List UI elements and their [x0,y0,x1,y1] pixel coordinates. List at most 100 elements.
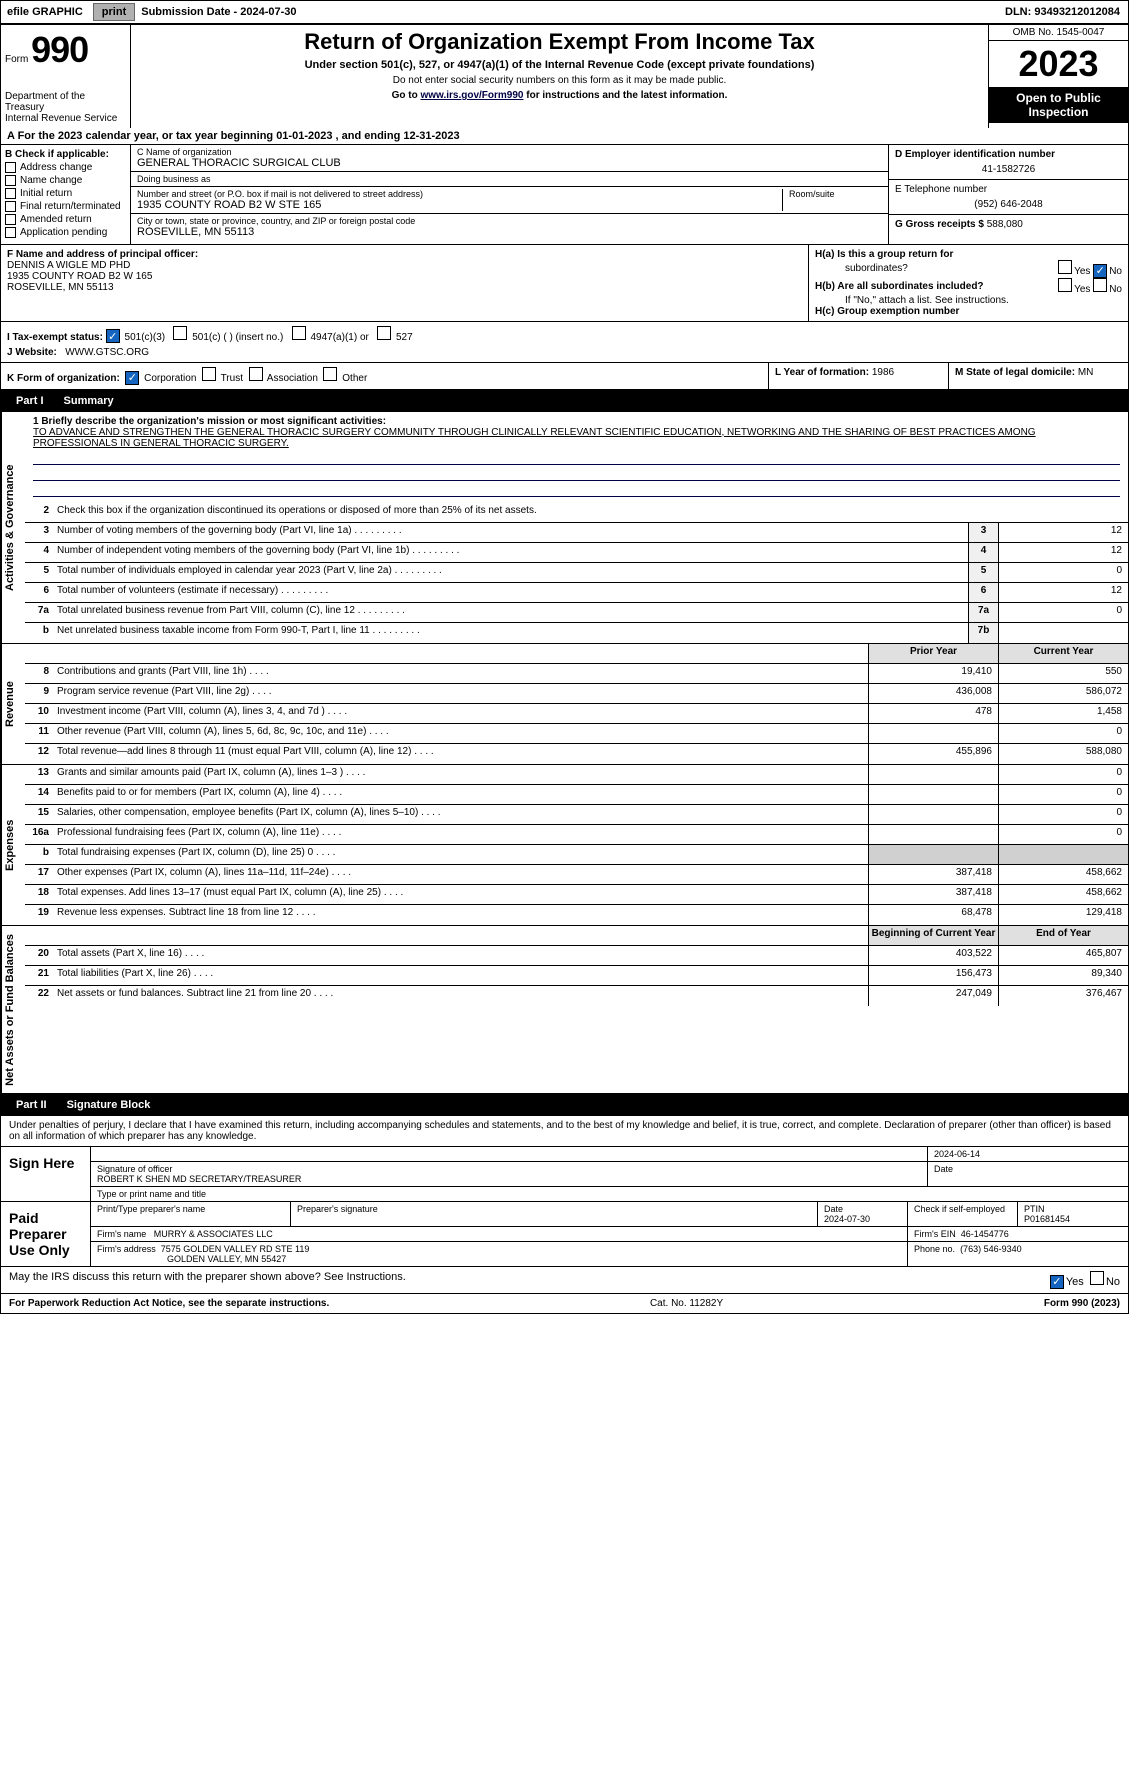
table-row: 4 Number of independent voting members o… [25,543,1128,563]
checkbox-icon[interactable] [1058,278,1072,292]
checkbox-icon[interactable] [249,367,263,381]
current-year-value: 129,418 [998,905,1128,925]
line2-text: Check this box if the organization disco… [53,503,1128,522]
line-num: 3 [25,523,53,542]
city-value: ROSEVILLE, MN 55113 [137,226,882,238]
prior-year-value [868,805,998,824]
table-row: 13 Grants and similar amounts paid (Part… [25,765,1128,785]
checkbox-icon[interactable] [1058,260,1072,274]
date-label: Date [928,1162,1128,1186]
checkbox-icon [5,227,16,238]
current-year-value: 458,662 [998,885,1128,904]
mission-block: 1 Briefly describe the organization's mi… [25,412,1128,503]
officer-addr: 1935 COUNTY ROAD B2 W 165 [7,271,802,282]
current-year-value: 0 [998,724,1128,743]
checkbox-icon[interactable] [292,326,306,340]
boxes-fh: F Name and address of principal officer:… [0,245,1129,322]
part2-header: Part II Signature Block [0,1094,1129,1116]
checkbox-icon[interactable] [1090,1271,1104,1285]
netassets-section: Net Assets or Fund Balances Beginning of… [0,926,1129,1095]
table-row: 9 Program service revenue (Part VIII, li… [25,684,1128,704]
line-text: Total fundraising expenses (Part IX, col… [53,845,868,864]
line-num: 6 [25,583,53,602]
line-num: 19 [25,905,53,925]
checkbox-icon[interactable] [173,326,187,340]
firm-addr: 7575 GOLDEN VALLEY RD STE 119 [161,1244,310,1254]
table-row: 3 Number of voting members of the govern… [25,523,1128,543]
ssn-note: Do not enter social security numbers on … [139,75,980,86]
line-num: b [25,845,53,864]
box-b-label: B Check if applicable: [5,149,126,160]
governance-section: Activities & Governance 1 Briefly descri… [0,412,1129,644]
line-text: Other expenses (Part IX, column (A), lin… [53,865,868,884]
line-num: 4 [25,543,53,562]
line-num: 10 [25,704,53,723]
addr-value: 1935 COUNTY ROAD B2 W STE 165 [137,199,782,211]
table-row: 19 Revenue less expenses. Subtract line … [25,905,1128,925]
type-name-label: Type or print name and title [91,1187,1128,1201]
line-num: 22 [25,986,53,1006]
table-row: 5 Total number of individuals employed i… [25,563,1128,583]
checkbox-icon[interactable] [202,367,216,381]
line-a: A For the 2023 calendar year, or tax yea… [0,128,1129,145]
prior-year-value: 19,410 [868,664,998,683]
form-label: Form [5,54,28,65]
print-button[interactable]: print [93,3,135,21]
line-box: 7b [968,623,998,643]
netassets-label: Net Assets or Fund Balances [1,926,25,1094]
line-text: Net assets or fund balances. Subtract li… [53,986,868,1006]
col-prior-year: Prior Year [868,644,998,663]
col-current-year: Current Year [998,644,1128,663]
officer-city: ROSEVILLE, MN 55113 [7,282,802,293]
line-num: b [25,623,53,643]
prep-sig-label: Preparer's signature [291,1202,818,1226]
tax-year: 2023 [989,41,1128,87]
checkbox-icon[interactable] [377,326,391,340]
irs-link[interactable]: www.irs.gov/Form990 [420,90,523,101]
current-year-value: 588,080 [998,744,1128,764]
form-number: 990 [31,29,88,70]
hb-note: If "No," attach a list. See instructions… [815,295,1122,306]
table-row: 16a Professional fundraising fees (Part … [25,825,1128,845]
box-f-label: F Name and address of principal officer: [7,249,802,260]
checkbox-icon [5,214,16,225]
cb-initial-return[interactable]: Initial return [5,188,126,199]
checkbox-checked-icon[interactable]: ✓ [106,329,120,343]
line-box: 7a [968,603,998,622]
line-text: Total assets (Part X, line 16) . . . . [53,946,868,965]
prior-year-value [868,724,998,743]
checkbox-icon[interactable] [1093,278,1107,292]
line-text: Total expenses. Add lines 13–17 (must eq… [53,885,868,904]
checkbox-icon[interactable] [323,367,337,381]
checkbox-checked-icon[interactable]: ✓ [1050,1275,1064,1289]
cb-application-pending[interactable]: Application pending [5,227,126,238]
underline [33,467,1120,481]
ptin-value: P01681454 [1024,1214,1122,1224]
irs-label: Internal Revenue Service [5,113,126,124]
table-row: 12 Total revenue—add lines 8 through 11 … [25,744,1128,764]
line-ij: I Tax-exempt status: ✓ 501(c)(3) 501(c) … [0,322,1129,364]
checkbox-checked-icon[interactable]: ✓ [125,371,139,385]
line-m-label: M State of legal domicile: [955,367,1075,378]
prep-date-label: Date [824,1204,901,1214]
cb-name-change[interactable]: Name change [5,175,126,186]
signature-section: Under penalties of perjury, I declare th… [0,1116,1129,1294]
table-row: 10 Investment income (Part VIII, column … [25,704,1128,724]
check-self-employed: Check if self-employed [914,1204,1005,1214]
room-label: Room/suite [789,189,882,199]
dba-label: Doing business as [137,174,882,184]
checkbox-icon [5,175,16,186]
year-formation: 1986 [872,367,894,378]
line-num: 7a [25,603,53,622]
checkbox-checked-icon[interactable]: ✓ [1093,264,1107,278]
firm-ein: 46-1454776 [961,1229,1009,1239]
line-num: 16a [25,825,53,844]
cb-address-change[interactable]: Address change [5,162,126,173]
current-year-value: 0 [998,825,1128,844]
line-l-label: L Year of formation: [775,367,869,378]
cb-final-return[interactable]: Final return/terminated [5,201,126,212]
line-k-label: K Form of organization: [7,373,120,384]
cb-amended[interactable]: Amended return [5,214,126,225]
current-year-value: 0 [998,765,1128,784]
line-text: Revenue less expenses. Subtract line 18 … [53,905,868,925]
